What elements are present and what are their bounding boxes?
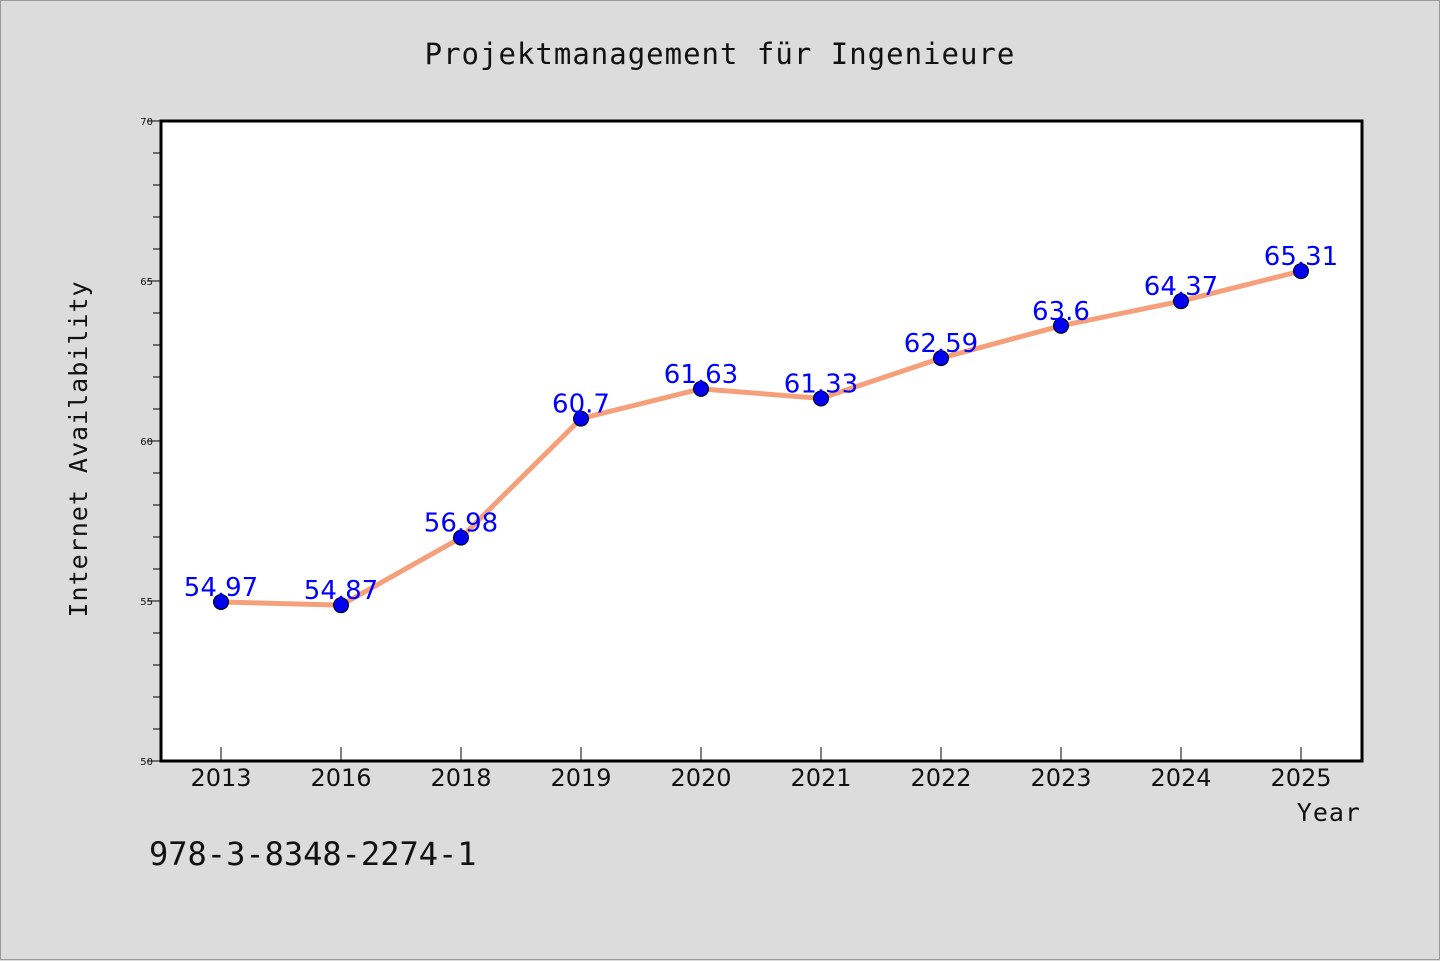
series-line (218, 268, 1304, 608)
data-point (1173, 293, 1189, 310)
data-label: 56.98 (424, 509, 498, 539)
x-tick-label: 2023 (1030, 764, 1091, 792)
data-label: 61.33 (784, 369, 858, 399)
x-tick-label: 2021 (790, 764, 851, 792)
data-label: 63.6 (1032, 297, 1090, 327)
y-tick-label: 65 (140, 277, 153, 288)
y-tick-label: 70 (140, 117, 153, 128)
y-tick-label: 60 (140, 437, 153, 448)
data-point (693, 380, 709, 397)
series-layer (213, 263, 1309, 614)
data-point (333, 597, 349, 614)
x-tick-label: 2018 (430, 764, 491, 792)
x-tick-label: 2025 (1270, 764, 1331, 792)
data-label: 61.63 (664, 360, 738, 390)
y-axis-ticks: 50 55 60 65 70 (140, 117, 161, 768)
x-axis-label: Year (1297, 798, 1361, 827)
data-point (573, 410, 589, 427)
x-tick-label: 2022 (910, 764, 971, 792)
data-point (1293, 263, 1309, 280)
x-tick-label: 2020 (670, 764, 731, 792)
data-point (933, 350, 949, 367)
data-point (213, 593, 229, 610)
y-tick-label: 50 (140, 757, 153, 768)
data-label: 64.37 (1144, 272, 1218, 302)
y-tick-label: 55 (140, 597, 153, 608)
x-axis-ticks: 2013 2016 2018 2019 2020 2021 2022 2023 2024 2025 (190, 747, 1332, 792)
data-label: 65.31 (1264, 242, 1338, 272)
x-tick-label: 2013 (190, 764, 251, 792)
x-tick-label: 2016 (310, 764, 371, 792)
data-labels-layer: 54.97 54.87 56.98 60.7 61.63 61.33 62.59 63.6 64… (184, 242, 1338, 606)
data-label: 60.7 (552, 390, 610, 420)
isbn-annotation: 978-3-8348-2274-1 (149, 835, 477, 873)
data-point (1053, 317, 1069, 334)
x-tick-label: 2024 (1150, 764, 1211, 792)
y-axis-label: Internet Availability (64, 280, 93, 617)
data-label: 54.97 (184, 573, 258, 603)
data-label: 54.87 (304, 576, 378, 606)
data-label: 62.59 (904, 329, 978, 359)
x-tick-label: 2019 (550, 764, 611, 792)
data-point (453, 529, 469, 546)
chart-title: Projektmanagement für Ingenieure (425, 37, 1016, 71)
data-point (813, 390, 829, 407)
plot-area (159, 119, 1364, 763)
